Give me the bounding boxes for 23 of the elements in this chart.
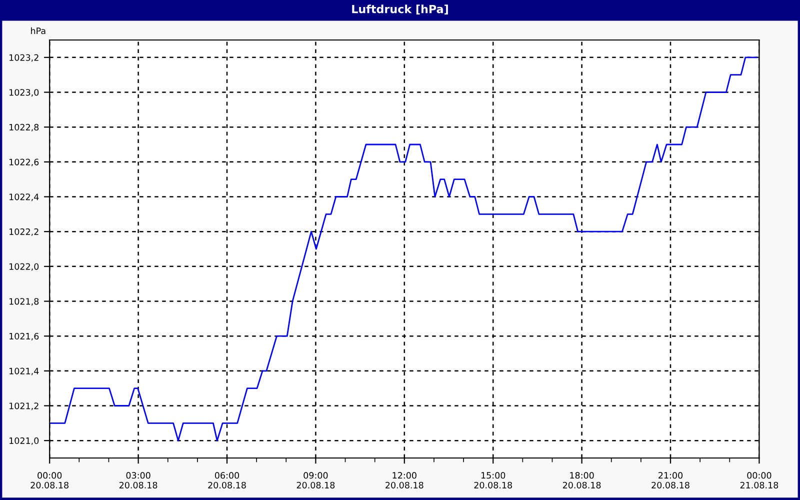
y-tick-label: 1022,2 (10, 228, 38, 236)
x-tick-label: 00:00 20.08.18 (30, 472, 68, 488)
y-tick-label: 1023,0 (10, 89, 39, 97)
y-tick-label: 1021,6 (10, 332, 39, 340)
y-tick-label: 1022,0 (10, 263, 39, 271)
y-tick-label: 1021,0 (10, 437, 39, 445)
y-tick-label: 1023,2 (10, 54, 38, 62)
x-tick-label: 15:00 20.08.18 (474, 472, 512, 488)
x-tick-label: 00:00 21.08.18 (740, 472, 778, 488)
y-axis-title: hPa (31, 27, 46, 34)
x-tick-label: 03:00 20.08.18 (119, 472, 158, 488)
y-tick-label: 1022,4 (10, 194, 39, 202)
y-tick-label: 1021,8 (10, 298, 39, 306)
x-tick-label: 12:00 20.08.18 (386, 472, 424, 488)
x-tick-label: 09:00 20.08.18 (296, 472, 335, 488)
x-tick-label: 06:00 20.08.18 (208, 472, 246, 488)
y-tick-label: 1022,8 (10, 124, 39, 132)
y-tick-label: 1022,6 (10, 158, 39, 166)
x-tick-label: 21:00 20.08.18 (652, 472, 690, 488)
x-tick-label: 18:00 20.08.18 (562, 472, 601, 488)
chart-title: Luftdruck [hPa] (352, 4, 448, 15)
y-tick-label: 1021,4 (10, 368, 39, 376)
y-tick-label: 1021,2 (10, 402, 38, 410)
